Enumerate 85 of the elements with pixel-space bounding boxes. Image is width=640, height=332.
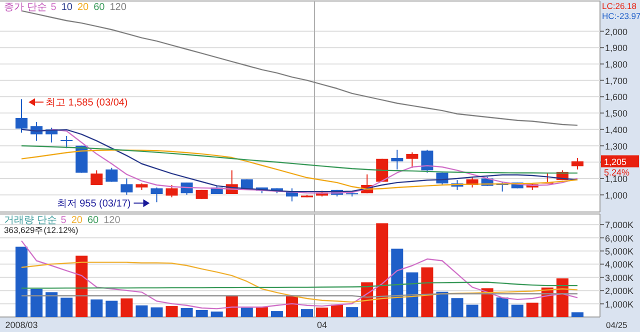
bar — [511, 304, 524, 317]
text: 60 — [94, 2, 106, 13]
x-tick-label: 2008/03 — [5, 320, 38, 330]
bar — [76, 256, 88, 317]
candlestick — [421, 149, 434, 174]
candlestick — [150, 186, 163, 203]
bar — [316, 308, 328, 317]
y-tick-label: 3,000K — [605, 272, 634, 283]
legend-title: 거래량 단순 — [4, 215, 57, 226]
bar — [180, 308, 193, 317]
y-tick-label: 5,000K — [605, 246, 634, 256]
text: 1,205 — [604, 156, 627, 167]
bar — [571, 312, 584, 317]
bar — [30, 288, 43, 317]
bar — [166, 306, 178, 317]
bar — [150, 307, 163, 317]
bar — [466, 304, 478, 317]
y-tick-label: 1,900 — [605, 43, 628, 54]
candlestick — [166, 184, 178, 198]
text: 5.24% — [604, 167, 630, 178]
text: HC:-23.97 — [602, 11, 640, 21]
bar — [286, 296, 298, 317]
y-tick-label: 1,000K — [605, 299, 634, 310]
candlestick — [120, 178, 133, 196]
text: 5 — [50, 2, 57, 13]
series-label: 120 — [110, 2, 127, 13]
y-tick-label: 6,000K — [605, 233, 634, 244]
bar — [526, 302, 538, 317]
bar — [136, 305, 148, 317]
y-tick-label: 1,400 — [605, 124, 628, 135]
bar — [46, 292, 58, 317]
bar — [451, 298, 464, 317]
bar — [106, 300, 118, 317]
bar — [270, 311, 283, 317]
text: 5 — [60, 215, 67, 226]
bar — [90, 299, 103, 317]
line-series — [20, 10, 578, 126]
text: 04/25 — [606, 320, 628, 330]
line-series — [20, 262, 578, 303]
candlestick — [90, 170, 103, 186]
candlestick — [406, 152, 418, 168]
bar — [406, 272, 418, 317]
bar — [436, 292, 448, 317]
bar — [496, 297, 508, 317]
annotation: 최저 955 (03/17) — [56, 198, 131, 210]
bar — [391, 248, 404, 317]
candlestick — [16, 98, 28, 134]
y-tick-label: 1,600 — [605, 92, 628, 102]
bar — [16, 246, 28, 317]
y-tick-label: 1,700 — [605, 76, 628, 86]
annotation: 363,629주(12.12%) — [4, 225, 78, 235]
candlestick — [571, 158, 584, 170]
text: 10 — [61, 2, 73, 13]
bar — [226, 296, 238, 317]
text: 20 — [71, 215, 83, 226]
bar — [421, 267, 434, 317]
y-tick-label: 1,800 — [605, 59, 628, 70]
text: 120 — [104, 215, 121, 226]
candlestick — [60, 135, 73, 149]
bar — [301, 309, 313, 317]
y-tick-label: 7,000K — [605, 220, 634, 230]
line-series — [20, 240, 578, 310]
y-tick-label: 1,500 — [605, 108, 628, 119]
y-tick-label: 1,000 — [605, 190, 628, 200]
text: 20 — [77, 2, 90, 13]
bar — [256, 307, 268, 317]
y-tick-label: 4,000K — [605, 260, 634, 270]
bar — [346, 307, 358, 317]
x-tick-label: 04 — [317, 320, 328, 330]
y-tick-label: 1,300 — [605, 141, 628, 152]
text: LC:26.18 — [602, 1, 637, 11]
candlestick — [106, 167, 118, 182]
legend-title: 종가 단순 — [4, 2, 47, 13]
bar — [376, 223, 388, 317]
bar — [210, 312, 223, 317]
y-tick-label: 2,000K — [605, 286, 634, 296]
text: 60 — [87, 215, 100, 226]
candlestick — [391, 149, 404, 170]
y-tick-label: 2,000 — [605, 26, 628, 37]
bar — [120, 298, 133, 317]
annotation: 최고 1,585 (03/04) — [46, 98, 128, 109]
bar — [196, 310, 208, 317]
bar — [60, 298, 73, 317]
bar — [240, 308, 253, 317]
bar — [331, 304, 344, 317]
